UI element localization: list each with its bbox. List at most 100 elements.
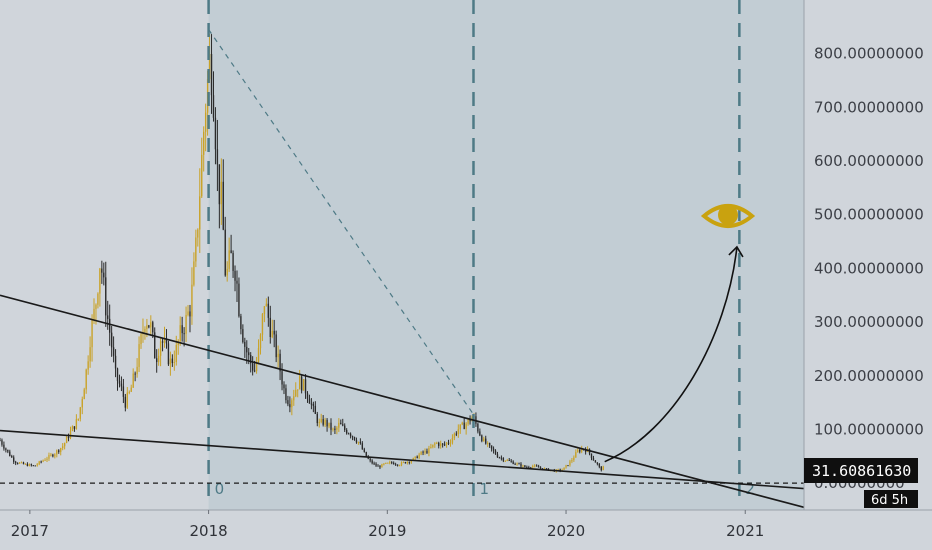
candle-body xyxy=(306,393,309,399)
candle xyxy=(228,237,230,272)
candle-body xyxy=(58,450,60,452)
candle-body xyxy=(187,311,189,315)
candle xyxy=(322,415,324,427)
projection-arrow[interactable] xyxy=(604,246,738,463)
candle-body xyxy=(122,386,125,397)
candle xyxy=(369,457,371,463)
trendline-upper[interactable] xyxy=(0,294,805,509)
candle-body xyxy=(279,353,281,372)
candle-body xyxy=(60,448,62,452)
candle xyxy=(590,453,593,461)
candle xyxy=(347,432,350,435)
candle-body xyxy=(465,423,467,430)
candle-body xyxy=(132,373,134,388)
candle-body xyxy=(391,462,393,464)
y-tick-label: 200.00000000 xyxy=(814,367,924,385)
candle-body xyxy=(351,436,354,438)
candle xyxy=(494,449,497,455)
candle-body xyxy=(285,388,287,401)
candle-body xyxy=(120,383,123,387)
candle-body xyxy=(530,467,532,469)
candle-body xyxy=(13,457,15,462)
candle-body xyxy=(5,448,7,450)
candle-body xyxy=(216,149,219,165)
candle xyxy=(261,313,264,342)
candle-body xyxy=(126,392,128,408)
candle xyxy=(54,453,56,459)
candle-body xyxy=(250,355,252,364)
candle xyxy=(271,319,273,339)
candle xyxy=(114,349,117,378)
current-price-label-bg xyxy=(804,458,918,483)
candle-body xyxy=(389,462,391,464)
candle-body xyxy=(116,368,119,381)
candle xyxy=(394,462,397,466)
candle-body xyxy=(445,442,448,445)
candle-body xyxy=(543,468,546,470)
candle-body xyxy=(449,442,452,444)
candle xyxy=(226,261,228,282)
candle-body xyxy=(218,164,221,205)
candle xyxy=(218,164,221,229)
candle-body xyxy=(512,461,514,464)
candle-body xyxy=(42,460,44,462)
candle xyxy=(351,435,354,441)
candle-body xyxy=(324,419,326,425)
trendline-lower[interactable] xyxy=(0,429,805,490)
candle-body xyxy=(463,422,465,430)
candle-body xyxy=(242,329,244,343)
candle-body xyxy=(334,428,336,430)
candle-body xyxy=(298,376,301,390)
candle xyxy=(432,444,434,449)
candle xyxy=(230,234,232,254)
candle-body xyxy=(310,403,313,405)
candle xyxy=(344,423,346,432)
candle-body xyxy=(526,466,528,468)
candle xyxy=(60,447,62,456)
candle xyxy=(101,260,103,284)
candle-body xyxy=(428,447,430,454)
candle xyxy=(267,296,270,327)
candle-body xyxy=(459,424,461,430)
candle-body xyxy=(165,339,168,344)
candle xyxy=(459,424,461,434)
candle xyxy=(490,445,493,452)
candle-body xyxy=(214,117,217,150)
candle-body xyxy=(20,462,23,464)
candle xyxy=(128,390,130,395)
candle xyxy=(197,228,199,247)
candle xyxy=(392,461,395,465)
candle-body xyxy=(516,463,518,465)
candle-body xyxy=(398,465,401,467)
candle xyxy=(63,442,66,450)
candle-body xyxy=(500,457,503,459)
candle xyxy=(447,439,450,446)
x-tick-label: 2017 xyxy=(11,522,49,540)
candle-body xyxy=(328,422,330,427)
candle-body xyxy=(357,441,360,443)
candle-body xyxy=(420,451,422,455)
fib-time-label: 1 xyxy=(479,480,489,498)
candle-body xyxy=(77,418,80,420)
candle-body xyxy=(436,442,438,444)
candle xyxy=(324,417,326,428)
candle xyxy=(9,449,11,457)
candle xyxy=(16,462,19,465)
candle-body xyxy=(257,348,260,362)
candle xyxy=(428,445,430,457)
candle-body xyxy=(36,464,38,466)
candle xyxy=(140,331,142,349)
candle xyxy=(492,446,495,454)
candle-body xyxy=(461,422,463,425)
candle xyxy=(353,436,356,441)
candle xyxy=(214,107,217,165)
candle xyxy=(400,461,403,467)
candle-body xyxy=(22,462,25,465)
candle-body xyxy=(424,450,426,453)
candle xyxy=(285,384,287,404)
candle xyxy=(283,381,285,395)
candle xyxy=(520,462,522,468)
candle xyxy=(334,425,336,435)
candle xyxy=(310,398,313,410)
